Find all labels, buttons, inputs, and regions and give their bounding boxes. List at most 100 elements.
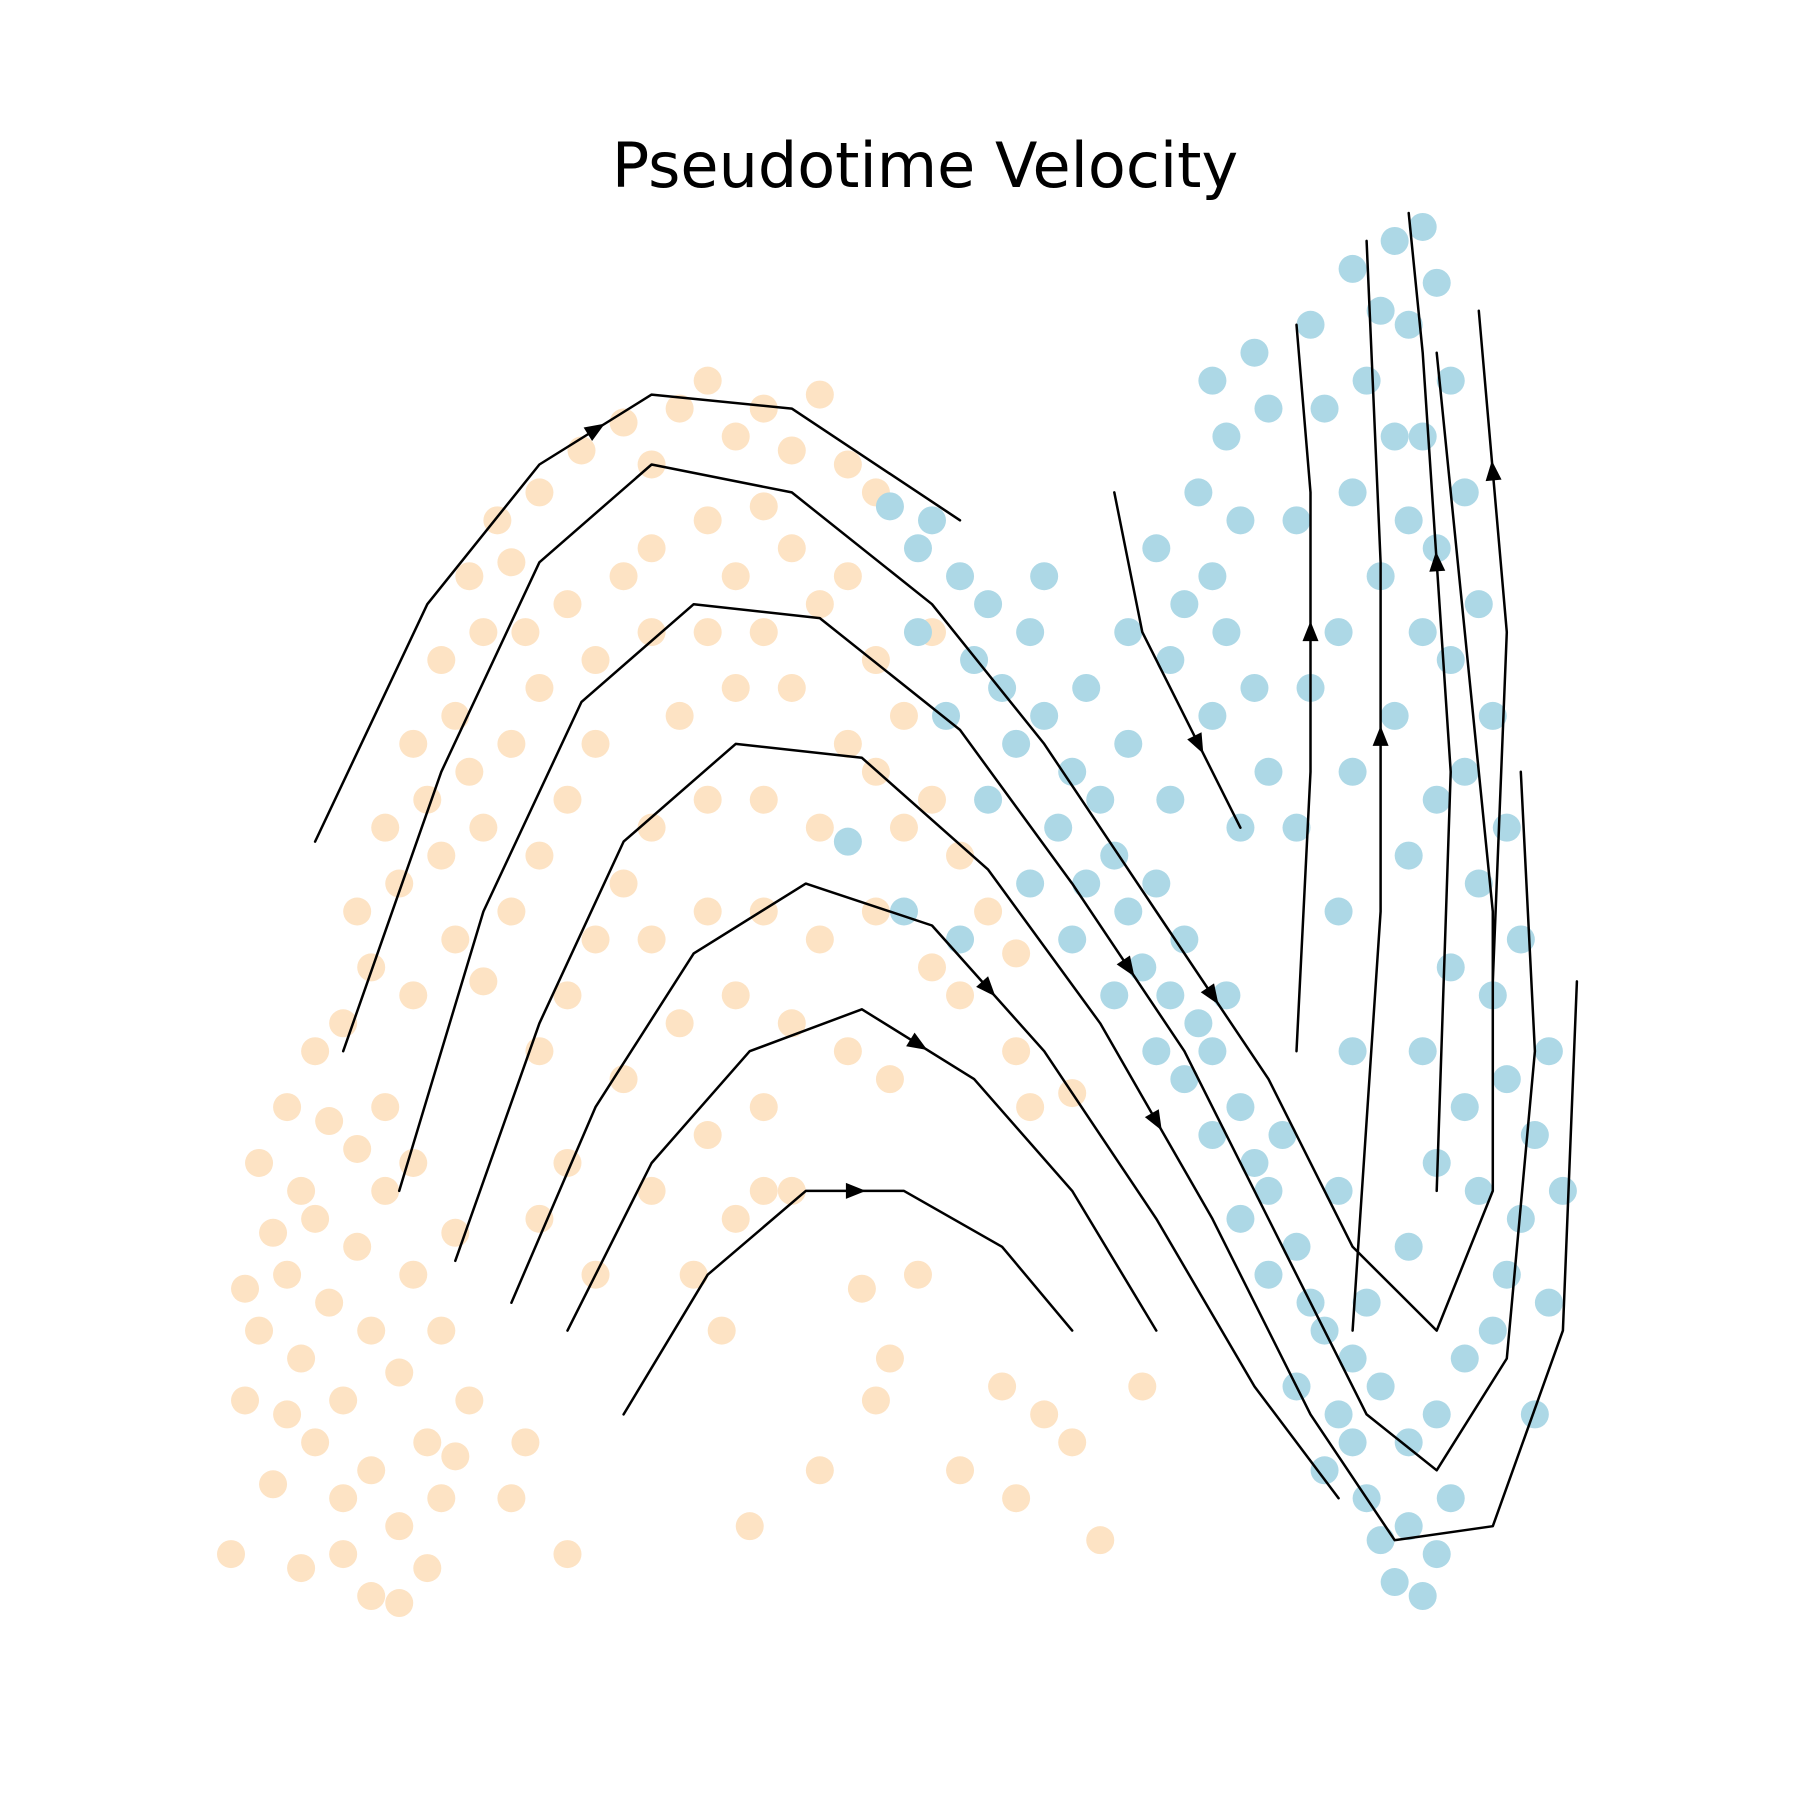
point [693,1121,722,1150]
point [525,841,554,870]
point [441,1442,470,1471]
point [329,1484,358,1513]
point [525,1204,554,1233]
point [721,1204,750,1233]
point [903,618,932,647]
point [1254,1260,1283,1289]
point [946,925,975,954]
point [1380,422,1409,451]
point [1114,897,1143,926]
point [1520,1121,1549,1150]
point [1478,701,1507,730]
point [301,1428,330,1457]
point [1436,646,1465,675]
point [1338,757,1367,786]
point [749,785,778,814]
point [441,701,470,730]
point [665,1009,694,1038]
point [1324,1400,1353,1429]
point [1534,1037,1563,1066]
point [273,1093,302,1122]
point [1352,366,1381,395]
point [693,506,722,535]
point [525,673,554,702]
point [707,1316,736,1345]
point [749,897,778,926]
point [581,925,610,954]
point [861,897,890,926]
point [1282,1232,1311,1261]
point [946,841,975,870]
point [889,897,918,926]
streamline [1113,491,1242,829]
point [1380,226,1409,255]
point [1506,1204,1535,1233]
point [343,1134,372,1163]
point [287,1554,316,1583]
point [1520,1400,1549,1429]
arrow-head [906,1032,928,1051]
point [1226,1093,1255,1122]
point [1450,478,1479,507]
point [1464,869,1493,898]
point [665,701,694,730]
point [1198,366,1227,395]
streamline [341,351,1495,1332]
point [1408,212,1437,241]
point [903,1260,932,1289]
point [497,1484,526,1513]
point [385,1358,414,1387]
point [833,562,862,591]
point [1086,1526,1115,1555]
arrow-head [1302,621,1319,642]
point [1338,254,1367,283]
point [1450,1344,1479,1373]
point [455,562,484,591]
point [946,981,975,1010]
point [469,967,498,996]
point [371,1093,400,1122]
point [1380,1568,1409,1597]
point [1492,1065,1521,1094]
point [497,897,526,926]
point [413,1554,442,1583]
point [553,1540,582,1569]
point [946,562,975,591]
point [357,1582,386,1611]
point [1394,1232,1423,1261]
point [1492,1260,1521,1289]
point [833,1037,862,1066]
point [357,1316,386,1345]
point [637,813,666,842]
point [1240,1148,1269,1177]
point [1282,813,1311,842]
point [735,1512,764,1541]
point [1450,757,1479,786]
arrow-head [845,1182,866,1199]
point [749,1093,778,1122]
point [1044,813,1073,842]
point [553,590,582,619]
point [805,925,834,954]
point [1464,1176,1493,1205]
point [399,981,428,1010]
point [1436,1484,1465,1513]
point [511,1428,540,1457]
point [553,981,582,1010]
point [1156,646,1185,675]
point [693,897,722,926]
point [1240,673,1269,702]
point [455,1386,484,1415]
point [749,618,778,647]
point [273,1260,302,1289]
point [875,1065,904,1094]
point [918,953,946,982]
point [1436,953,1465,982]
point [1450,1093,1479,1122]
point [1366,296,1395,325]
point [1170,1065,1199,1094]
streamline [1477,309,1509,983]
point [1212,422,1241,451]
point [847,1274,876,1303]
streamline [566,1008,1158,1332]
